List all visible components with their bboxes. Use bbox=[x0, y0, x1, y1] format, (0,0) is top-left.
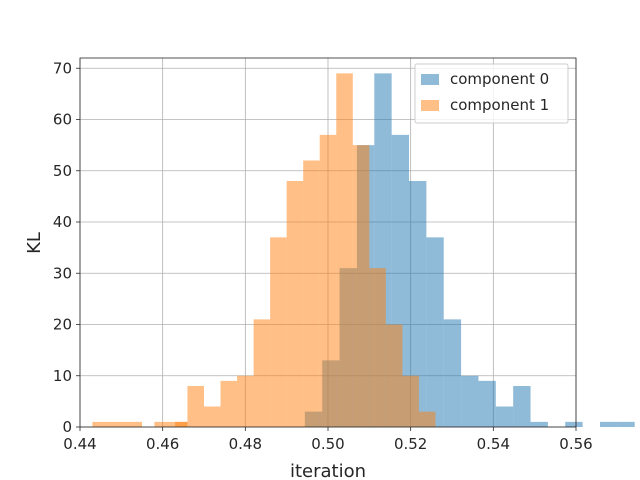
x-tick-label: 0.44 bbox=[63, 435, 96, 453]
histogram-bar-component-1 bbox=[175, 421, 188, 427]
histogram-bar-component-0 bbox=[478, 380, 496, 427]
histogram-bar-component-1 bbox=[286, 181, 304, 427]
histogram-bar-component-1 bbox=[336, 73, 353, 427]
histogram-bar-component-1 bbox=[319, 134, 337, 427]
legend: component 0 component 1 bbox=[414, 63, 569, 124]
histogram-bar-component-0 bbox=[599, 421, 618, 427]
histogram-bar-component-0 bbox=[513, 386, 531, 427]
histogram-bar-component-1 bbox=[418, 411, 436, 427]
y-tick-label: 20 bbox=[53, 316, 72, 334]
y-axis-label: KL bbox=[24, 232, 45, 254]
histogram-bar-component-1 bbox=[204, 406, 221, 427]
histogram-bar-component-1 bbox=[237, 375, 254, 427]
histogram-bar-component-1 bbox=[402, 375, 419, 427]
histogram-bar-component-1 bbox=[220, 380, 238, 427]
histogram-bar-component-1 bbox=[154, 421, 188, 427]
y-tick-label: 50 bbox=[53, 162, 72, 180]
legend-label-component-1: component 1 bbox=[450, 96, 549, 114]
histogram-bar-component-0 bbox=[426, 237, 444, 427]
histogram-bar-component-0 bbox=[461, 375, 479, 427]
x-tick-label: 0.50 bbox=[311, 435, 344, 453]
histogram-bar-component-0 bbox=[565, 421, 583, 427]
x-tick-label: 0.48 bbox=[229, 435, 262, 453]
x-tick-label: 0.54 bbox=[477, 435, 510, 453]
histogram-bar-component-1 bbox=[270, 237, 287, 427]
y-tick-label: 30 bbox=[53, 264, 72, 282]
x-tick-label: 0.52 bbox=[394, 435, 427, 453]
histogram-bar-component-1 bbox=[352, 145, 370, 427]
y-tick-label: 70 bbox=[53, 59, 72, 77]
x-tick-label: 0.56 bbox=[559, 435, 592, 453]
histogram-bar-component-0 bbox=[617, 421, 635, 427]
histogram-bar-component-1 bbox=[253, 319, 271, 427]
legend-swatch-component-0 bbox=[421, 74, 439, 85]
axis-ticks: 0.44 0.46 0.48 0.50 0.52 0.54 0.56 0 10 20 30 40 50 6… bbox=[53, 59, 593, 453]
legend-label-component-0: component 0 bbox=[450, 70, 549, 88]
legend-frame bbox=[414, 63, 569, 124]
histogram-bar-component-1 bbox=[125, 421, 142, 427]
histogram-bar-component-1 bbox=[369, 268, 386, 427]
y-tick-label: 60 bbox=[53, 111, 72, 129]
x-tick-label: 0.46 bbox=[146, 435, 179, 453]
histogram-bars bbox=[92, 73, 635, 427]
x-axis-label: iteration bbox=[290, 461, 366, 480]
histogram-bar-component-0 bbox=[409, 181, 427, 427]
y-tick-label: 40 bbox=[53, 213, 72, 231]
histogram-bar-component-0 bbox=[530, 421, 548, 427]
histogram-bar-component-1 bbox=[303, 160, 320, 427]
histogram-bar-component-0 bbox=[495, 406, 514, 427]
histogram-bar-component-1 bbox=[92, 421, 126, 427]
y-tick-label: 0 bbox=[62, 418, 72, 436]
y-tick-label: 10 bbox=[53, 367, 72, 385]
histogram-bar-component-1 bbox=[187, 386, 204, 427]
histogram-bar-component-0 bbox=[443, 319, 462, 427]
histogram-bar-component-1 bbox=[385, 324, 403, 427]
legend-swatch-component-1 bbox=[421, 100, 439, 111]
